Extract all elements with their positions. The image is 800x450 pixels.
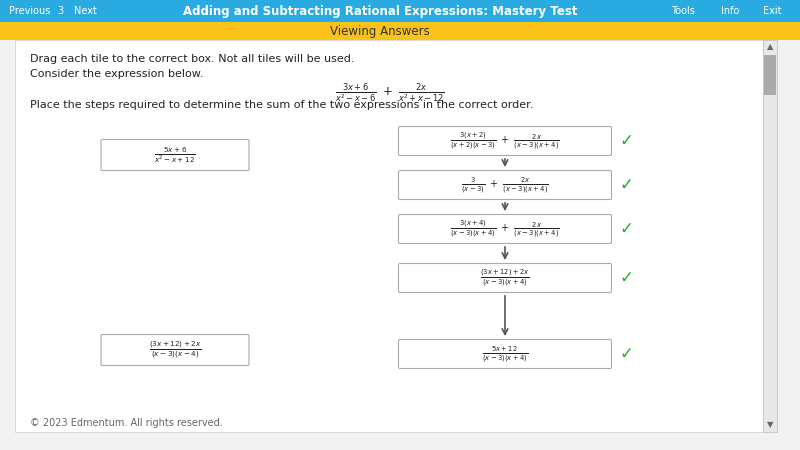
FancyBboxPatch shape <box>101 334 249 365</box>
Text: ✓: ✓ <box>619 176 633 194</box>
Text: ▼: ▼ <box>766 420 774 429</box>
Text: ✓: ✓ <box>619 132 633 150</box>
FancyBboxPatch shape <box>763 40 777 432</box>
Text: $\frac{3(x+4)}{(x-3)(x+4)}\ +\ \frac{2x}{(x-3)(x+4)}$: $\frac{3(x+4)}{(x-3)(x+4)}\ +\ \frac{2x}… <box>450 218 560 239</box>
Text: Tools: Tools <box>671 6 695 16</box>
Text: $\frac{(3x+12)+2x}{(x-3)(x+4)}$: $\frac{(3x+12)+2x}{(x-3)(x+4)}$ <box>480 267 530 288</box>
Text: Previous: Previous <box>10 6 50 16</box>
Text: Next: Next <box>74 6 97 16</box>
Text: ✓: ✓ <box>619 269 633 287</box>
Text: ▲: ▲ <box>766 42 774 51</box>
FancyBboxPatch shape <box>764 55 776 95</box>
Text: 3: 3 <box>57 6 63 16</box>
FancyBboxPatch shape <box>398 171 611 199</box>
Text: Consider the expression below.: Consider the expression below. <box>30 69 203 79</box>
Text: © 2023 Edmentum. All rights reserved.: © 2023 Edmentum. All rights reserved. <box>30 418 222 428</box>
Text: Place the steps required to determine the sum of the two expressions in the corr: Place the steps required to determine th… <box>30 100 534 110</box>
FancyBboxPatch shape <box>101 140 249 171</box>
Text: Exit: Exit <box>762 6 782 16</box>
FancyBboxPatch shape <box>0 0 800 22</box>
Text: ✓: ✓ <box>619 345 633 363</box>
FancyBboxPatch shape <box>398 264 611 292</box>
Text: $\frac{3(x+2)}{(x+2)(x-3)}\ +\ \frac{2x}{(x-3)(x+4)}$: $\frac{3(x+2)}{(x+2)(x-3)}\ +\ \frac{2x}… <box>450 130 560 152</box>
Text: $\frac{5x+6}{x^2-x+12}$: $\frac{5x+6}{x^2-x+12}$ <box>154 145 196 165</box>
Text: ✓: ✓ <box>619 220 633 238</box>
FancyBboxPatch shape <box>398 339 611 369</box>
Text: $\frac{3}{(x-3)}\ +\ \frac{2x}{(x-3)(x+4)}$: $\frac{3}{(x-3)}\ +\ \frac{2x}{(x-3)(x+4… <box>461 175 549 195</box>
Text: $\frac{(3x+12)+2x}{(x-3)(x-4)}$: $\frac{(3x+12)+2x}{(x-3)(x-4)}$ <box>149 339 202 361</box>
FancyBboxPatch shape <box>15 40 763 432</box>
Text: $\frac{3x+6}{x^2-x-6}\ +\ \frac{2x}{x^2+x-12}$: $\frac{3x+6}{x^2-x-6}\ +\ \frac{2x}{x^2+… <box>335 82 445 105</box>
FancyBboxPatch shape <box>0 22 800 40</box>
FancyBboxPatch shape <box>398 215 611 243</box>
Text: $\frac{5x+12}{(x-3)(x+4)}$: $\frac{5x+12}{(x-3)(x+4)}$ <box>482 344 528 364</box>
Text: Adding and Subtracting Rational Expressions: Mastery Test: Adding and Subtracting Rational Expressi… <box>182 4 578 18</box>
Text: Info: Info <box>721 6 739 16</box>
Text: Viewing Answers: Viewing Answers <box>330 24 430 37</box>
FancyBboxPatch shape <box>398 126 611 156</box>
Text: Drag each tile to the correct box. Not all tiles will be used.: Drag each tile to the correct box. Not a… <box>30 54 354 64</box>
